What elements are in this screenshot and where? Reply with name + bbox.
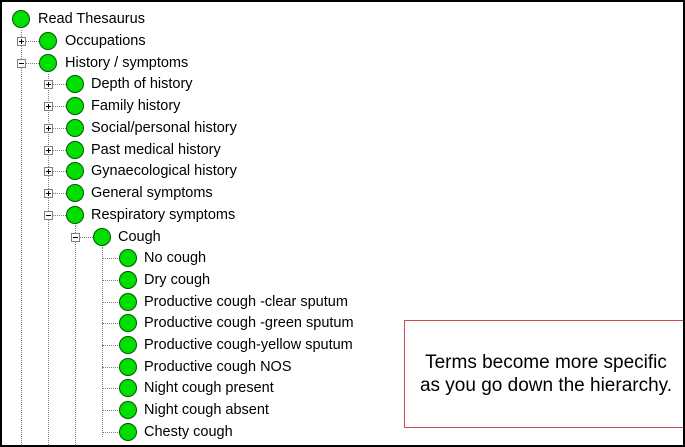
plus-box-icon[interactable] bbox=[44, 167, 53, 176]
green-circle-icon bbox=[66, 141, 84, 159]
green-circle-icon bbox=[12, 10, 30, 28]
tree-line bbox=[21, 63, 22, 445]
tree-line bbox=[102, 345, 120, 346]
green-circle-icon bbox=[119, 401, 137, 419]
tree-line bbox=[102, 388, 120, 389]
tree-node-gynaecological-history[interactable]: Gynaecological history bbox=[2, 161, 322, 181]
green-circle-icon bbox=[66, 97, 84, 115]
tree-line bbox=[48, 128, 66, 129]
node-label: Read Thesaurus bbox=[38, 11, 145, 27]
minus-box-icon[interactable] bbox=[17, 59, 26, 68]
tree-node-cough[interactable]: Cough bbox=[2, 227, 302, 247]
tree-node-family-history[interactable]: Family history bbox=[2, 96, 322, 116]
node-label: Cough bbox=[118, 229, 161, 245]
tree-node-occupations[interactable]: Occupations bbox=[2, 31, 302, 51]
node-label: Occupations bbox=[65, 33, 146, 49]
node-label: Chesty cough bbox=[144, 424, 233, 440]
tree-line bbox=[21, 30, 22, 63]
tree-leaf-chesty-cough[interactable]: Chesty cough bbox=[2, 422, 402, 442]
green-circle-icon bbox=[119, 379, 137, 397]
tree-leaf-no-cough[interactable]: No cough bbox=[2, 248, 402, 268]
green-circle-icon bbox=[119, 336, 137, 354]
tree-line bbox=[48, 150, 66, 151]
node-label: Respiratory symptoms bbox=[91, 207, 236, 223]
node-label: Social/personal history bbox=[91, 120, 237, 136]
node-label: General symptoms bbox=[91, 185, 213, 201]
tree-line bbox=[75, 237, 93, 238]
plus-box-icon[interactable] bbox=[44, 146, 53, 155]
node-label: Depth of history bbox=[91, 76, 193, 92]
node-label: Past medical history bbox=[91, 142, 221, 158]
tree-line bbox=[48, 106, 66, 107]
node-label: Productive cough-yellow sputum bbox=[144, 337, 353, 353]
green-circle-icon bbox=[119, 358, 137, 376]
node-label: Family history bbox=[91, 98, 181, 114]
tree-line bbox=[102, 258, 120, 259]
node-label: Productive cough -clear sputum bbox=[144, 294, 348, 310]
green-circle-icon bbox=[119, 293, 137, 311]
node-label: Productive cough -green sputum bbox=[144, 315, 354, 331]
node-label: Productive cough NOS bbox=[144, 359, 292, 375]
tree-line bbox=[102, 367, 120, 368]
tree-node-respiratory-symptoms[interactable]: Respiratory symptoms bbox=[2, 205, 322, 225]
plus-box-icon[interactable] bbox=[17, 37, 26, 46]
node-label: History / symptoms bbox=[65, 55, 189, 71]
tree-line bbox=[75, 225, 76, 445]
tree-leaf-productive-cough-clear[interactable]: Productive cough -clear sputum bbox=[2, 292, 402, 312]
node-label: Gynaecological history bbox=[91, 163, 237, 179]
tree-node-past-medical-history[interactable]: Past medical history bbox=[2, 140, 322, 160]
annotation-callout: Terms become more specific as you go dow… bbox=[404, 320, 683, 428]
tree-line bbox=[102, 302, 120, 303]
green-circle-icon bbox=[119, 249, 137, 267]
plus-box-icon[interactable] bbox=[44, 102, 53, 111]
tree-line bbox=[21, 63, 39, 64]
tree-node-history-symptoms[interactable]: History / symptoms bbox=[2, 53, 302, 73]
node-label: Night cough present bbox=[144, 380, 274, 396]
plus-box-icon[interactable] bbox=[44, 80, 53, 89]
green-circle-icon bbox=[119, 314, 137, 332]
tree-line bbox=[48, 215, 66, 216]
tree-node-root[interactable]: Read Thesaurus bbox=[2, 9, 302, 29]
tree-line bbox=[48, 74, 49, 445]
callout-text: Terms become more specific as you go dow… bbox=[419, 352, 673, 396]
tree-line bbox=[48, 84, 66, 85]
tree-leaf-productive-cough-yellow[interactable]: Productive cough-yellow sputum bbox=[2, 335, 402, 355]
tree-leaf-productive-cough-nos[interactable]: Productive cough NOS bbox=[2, 357, 402, 377]
green-circle-icon bbox=[119, 271, 137, 289]
green-circle-icon bbox=[66, 75, 84, 93]
tree-line bbox=[48, 193, 66, 194]
minus-box-icon[interactable] bbox=[44, 211, 53, 220]
green-circle-icon bbox=[119, 423, 137, 441]
green-circle-icon bbox=[93, 228, 111, 246]
tree-node-depth-of-history[interactable]: Depth of history bbox=[2, 74, 322, 94]
tree-line bbox=[48, 171, 66, 172]
tree-leaf-night-cough-present[interactable]: Night cough present bbox=[2, 378, 402, 398]
node-label: Dry cough bbox=[144, 272, 211, 288]
tree-line bbox=[102, 323, 120, 324]
tree-node-social-personal-history[interactable]: Social/personal history bbox=[2, 118, 322, 138]
green-circle-icon bbox=[66, 119, 84, 137]
tree-line bbox=[102, 247, 103, 437]
plus-box-icon[interactable] bbox=[44, 124, 53, 133]
minus-box-icon[interactable] bbox=[71, 233, 80, 242]
tree-leaf-dry-cough[interactable]: Dry cough bbox=[2, 270, 402, 290]
plus-box-icon[interactable] bbox=[44, 189, 53, 198]
tree-line bbox=[102, 410, 120, 411]
tree-line bbox=[102, 432, 120, 433]
green-circle-icon bbox=[66, 206, 84, 224]
tree-node-general-symptoms[interactable]: General symptoms bbox=[2, 183, 322, 203]
green-circle-icon bbox=[39, 32, 57, 50]
green-circle-icon bbox=[66, 184, 84, 202]
green-circle-icon bbox=[39, 54, 57, 72]
tree-line bbox=[102, 280, 120, 281]
tree-leaf-productive-cough-green[interactable]: Productive cough -green sputum bbox=[2, 313, 402, 333]
tree-line bbox=[21, 41, 39, 42]
tree-leaf-night-cough-absent[interactable]: Night cough absent bbox=[2, 400, 402, 420]
node-label: Night cough absent bbox=[144, 402, 269, 418]
green-circle-icon bbox=[66, 162, 84, 180]
node-label: No cough bbox=[144, 250, 207, 266]
